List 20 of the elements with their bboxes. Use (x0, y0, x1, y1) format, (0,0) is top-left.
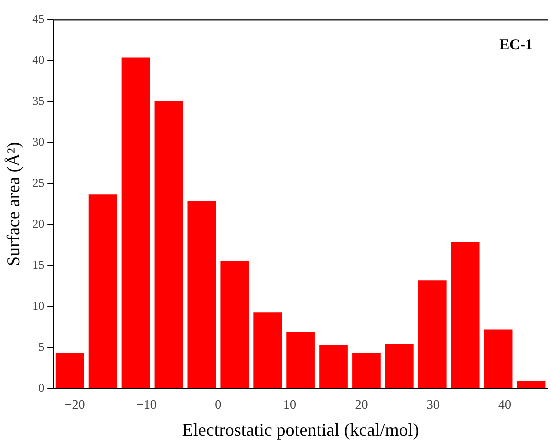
x-tick-label: −20 (64, 397, 86, 412)
y-tick-label: 10 (32, 299, 45, 313)
x-tick-label: 20 (355, 397, 368, 412)
y-tick-label: 15 (32, 258, 45, 272)
x-tick-label: 30 (426, 397, 440, 412)
y-tick-label: 20 (32, 217, 45, 232)
x-tick-label: 0 (215, 397, 222, 412)
y-tick-label: 40 (32, 53, 45, 68)
y-tick-label: 30 (32, 135, 45, 150)
y-tick-label: 0 (38, 380, 45, 395)
y-tick-label: 5 (38, 340, 45, 354)
x-axis-title: Electrostatic potential (kcal/mol) (182, 420, 420, 440)
x-tick-label: 40 (498, 397, 512, 412)
y-tick-label: 45 (32, 12, 45, 26)
x-tick-label: 10 (284, 397, 297, 412)
y-tick-label: 25 (32, 176, 45, 190)
annotation: EC-1 (500, 37, 533, 54)
y-tick-label: 35 (32, 94, 45, 108)
x-tick-label: −10 (136, 397, 157, 412)
y-axis-title: Surface area (Å²) (4, 142, 24, 267)
